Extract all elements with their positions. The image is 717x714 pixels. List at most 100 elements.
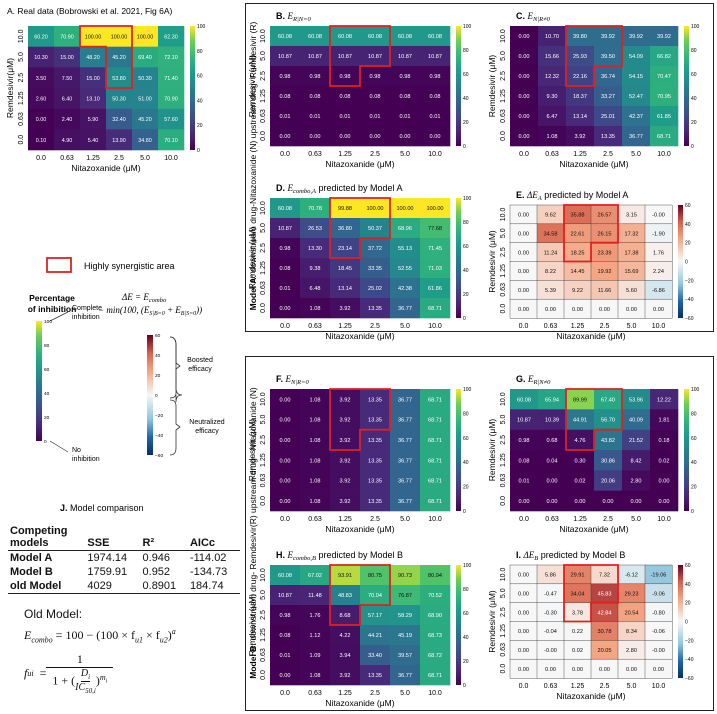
cell-value-label: -0.00	[544, 648, 557, 654]
heatmap-cell	[390, 409, 421, 430]
panel-letter: C.	[516, 11, 528, 21]
cell-value-label: 48.20	[86, 55, 100, 61]
heatmap-cell	[566, 490, 595, 512]
heatmap-cell	[360, 429, 391, 451]
heatmap-cell	[360, 605, 391, 626]
y-tick-label: 0.63	[260, 109, 267, 123]
colorbar-tick-label: 20	[463, 120, 469, 126]
x-tick-label: 2.5	[600, 683, 610, 690]
colorbar-tick-label: 20	[691, 485, 697, 491]
heatmap-cell	[650, 86, 679, 107]
x-tick-label: 10.0	[657, 151, 671, 158]
boosted-label-2: efficacy	[188, 366, 212, 373]
colorbar-tick-label: 100	[691, 24, 700, 30]
synergy-highlight-box	[563, 564, 619, 623]
x-tick-label: 5.0	[627, 683, 637, 690]
cell-value-label: 39.92	[601, 34, 615, 40]
cell-value-label: 4.90	[62, 138, 73, 144]
x-tick-label: 1.25	[573, 151, 587, 158]
cell-value-label: 100.00	[426, 206, 443, 212]
y-tick-label: 2.5	[500, 71, 507, 81]
heatmap-cell	[360, 389, 391, 410]
y-axis-label: Remdesivir(μM)	[5, 58, 15, 118]
neutralized-label-2: efficacy	[195, 428, 219, 435]
cell-value-label: 0.00	[659, 479, 670, 485]
heatmap-cell	[28, 129, 55, 151]
colorbar-tick-label: 0	[691, 509, 694, 515]
cell-value-label: 0.98	[310, 74, 321, 80]
y-tick-label: 1.25	[500, 89, 507, 103]
heatmap-cell	[390, 46, 421, 67]
heatmap-cell	[650, 409, 679, 430]
x-tick-label: 0.63	[308, 323, 322, 330]
heatmap-cell	[420, 26, 451, 47]
cell-value-label: 0.30	[575, 458, 586, 464]
heatmap-cell	[300, 429, 331, 451]
colorbar-tick-label: 40	[691, 460, 697, 466]
cell-value-label: 7.50	[62, 76, 73, 82]
x-tick-label: 5.0	[631, 151, 641, 158]
y-tick-label: 10.0	[500, 29, 507, 43]
heatmap-cell	[622, 450, 651, 471]
heatmap-cell	[650, 66, 679, 87]
y-tick-label: 0.63	[260, 281, 267, 295]
heatmap-cell	[158, 88, 185, 109]
cell-value-label: 5.86	[545, 573, 556, 579]
cell-value-label: 71.45	[428, 246, 442, 252]
cell-value-label: 25.01	[601, 114, 615, 120]
cell-value-label: 1.08	[310, 479, 321, 485]
cell-value-label: -0.00	[652, 648, 665, 654]
x-tick-label: 0.0	[280, 151, 290, 158]
x-tick-label: 10.0	[652, 683, 666, 690]
heatmap-cell	[270, 238, 301, 259]
synergy-highlight-box	[79, 25, 133, 89]
table-row: old Model 4029 0.8901 184.74	[8, 579, 240, 594]
old-model-equation-2: f ui = 1 1 + (Di IC50,i)mi	[24, 652, 176, 695]
heatmap-cell	[420, 126, 451, 147]
heatmap-cell	[270, 46, 301, 67]
heatmap-cell	[650, 470, 679, 491]
cell-value-label: 0.18	[659, 438, 670, 444]
cell-value-label: 72.10	[164, 55, 178, 61]
cell-value-label: 0.01	[280, 114, 291, 120]
x-tick-label: 5.0	[140, 155, 150, 162]
heatmap-cell	[566, 46, 595, 67]
heatmap-cell	[650, 490, 679, 512]
cell-value-label: 0.98	[519, 438, 530, 444]
delta-e-tick-label: 40	[155, 353, 161, 359]
cell-value-label: 54.15	[629, 74, 643, 80]
y-tick-label: 0.0	[260, 670, 267, 680]
heatmap-cell	[360, 565, 391, 586]
row-aicc: 184.74	[187, 579, 240, 594]
cell-value-label: 0.01	[519, 479, 530, 485]
heatmap-cell	[106, 108, 133, 130]
heatmap-cell	[132, 108, 159, 130]
cell-value-label: -1.90	[652, 231, 665, 237]
table-header-row: Competing models SSE R² AICc	[8, 524, 240, 551]
cell-value-label: 0.10	[36, 138, 47, 144]
heatmap-cell	[538, 26, 567, 47]
cell-value-label: 52.55	[398, 266, 412, 272]
heatmap-cell	[106, 129, 133, 151]
colorbar-tick-label: 40	[685, 582, 691, 588]
colorbar-tick-label: −60	[685, 316, 694, 322]
x-tick-label: 10.0	[428, 516, 442, 523]
x-tick-label: 1.25	[573, 516, 587, 523]
cell-value-label: 48.83	[338, 593, 352, 599]
cell-value-label: 0.01	[370, 114, 381, 120]
panel-letter: H.	[276, 550, 288, 560]
cell-value-label: 0.00	[280, 499, 291, 505]
cell-value-label: 52.47	[629, 94, 643, 100]
cell-value-label: 0.00	[518, 629, 529, 635]
cell-value-label: 0.08	[430, 94, 441, 100]
heatmap-cell	[270, 470, 301, 491]
heatmap-cell	[158, 108, 185, 130]
model-label-bold: Model A:	[248, 275, 258, 311]
heatmap-cell	[300, 106, 331, 127]
cell-value-label: 21.52	[629, 438, 643, 444]
colorbar	[684, 389, 689, 511]
heatmap-cell	[360, 490, 391, 512]
model-b-frame	[245, 356, 714, 711]
heatmap-cell	[270, 278, 301, 299]
delta-e-colorbar	[147, 335, 153, 455]
